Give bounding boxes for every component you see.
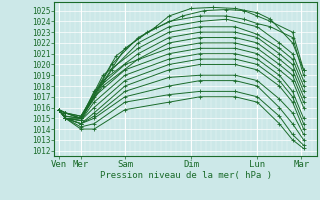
X-axis label: Pression niveau de la mer( hPa ): Pression niveau de la mer( hPa ) — [100, 171, 272, 180]
